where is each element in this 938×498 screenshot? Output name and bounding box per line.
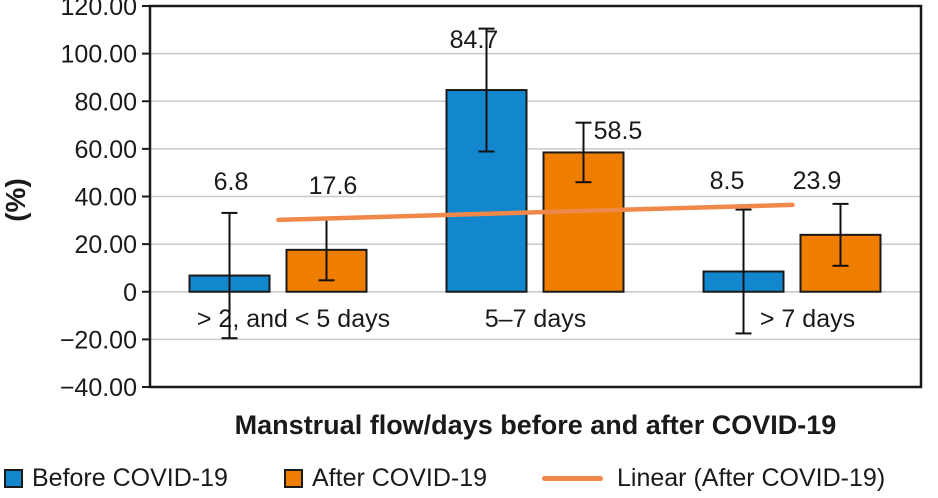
bar-data-label: 23.9 (793, 167, 842, 195)
x-axis-title: Manstrual flow/days before and after COV… (234, 410, 837, 440)
legend-label-linear: Linear (After COVID-19) (617, 463, 886, 492)
legend-swatch-after-icon (284, 468, 303, 488)
y-tick-label: 60.00 (74, 136, 137, 164)
y-tick-label: −20.00 (60, 326, 137, 354)
plot-area: 120.00 100.00 80.00 60.00 40.00 20.00 0 −20.00 −… (60, 0, 923, 402)
bar-data-label: 17.6 (309, 172, 358, 200)
legend-item-before-covid19: Before COVID-19 (4, 462, 228, 494)
y-tick-label: 0 (123, 279, 137, 307)
y-tick-label: 120.00 (61, 0, 137, 21)
bar-data-label: 84.7 (450, 26, 499, 54)
bar-data-label: 58.5 (594, 117, 643, 145)
legend-item-after-covid19: After COVID-19 (284, 462, 487, 494)
legend-item-linear-trend: Linear (After COVID-19) (542, 462, 885, 494)
legend-label-after: After COVID-19 (312, 463, 488, 492)
y-tick-label: 100.00 (61, 41, 137, 69)
y-tick-label: 40.00 (74, 184, 137, 212)
trendline (276, 202, 795, 223)
category-label: > 7 days (760, 305, 855, 333)
category-label: 5–7 days (485, 305, 586, 333)
y-tick-label: 80.00 (74, 88, 137, 116)
y-axis-title: (%) (0, 178, 31, 222)
bar-data-label: 8.5 (710, 167, 745, 195)
category-label: > 2, and < 5 days (197, 305, 390, 333)
legend-trendline-icon (542, 475, 603, 481)
legend: Before COVID-19 After COVID-19 Linear (A… (0, 462, 938, 494)
bar-data-label: 6.8 (214, 168, 249, 196)
legend-swatch-before-icon (4, 468, 23, 488)
y-tick-label: −40.00 (60, 374, 137, 402)
legend-label-before: Before COVID-19 (32, 463, 228, 492)
y-tick-label: 20.00 (74, 231, 137, 259)
